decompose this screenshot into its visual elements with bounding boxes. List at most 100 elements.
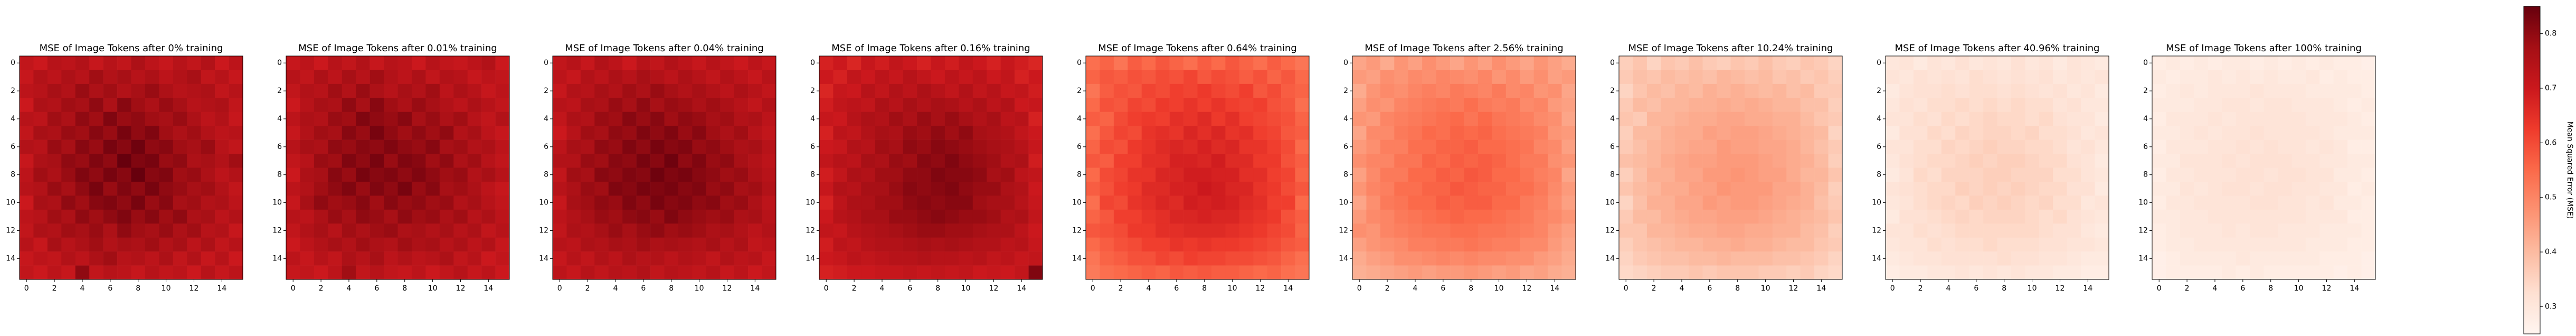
heatmap-cell <box>397 83 412 98</box>
heatmap-cell <box>2361 209 2376 224</box>
heatmap-cell <box>1436 98 1451 113</box>
heatmap-cell <box>1619 209 1633 224</box>
heatmap-cell <box>2277 56 2292 70</box>
heatmap-cell <box>1450 181 1464 196</box>
heatmap-cell <box>1927 209 1942 224</box>
heatmap-cell <box>1128 237 1142 252</box>
heatmap-cell <box>553 223 567 238</box>
heatmap-cell <box>439 181 454 196</box>
heatmap-cell <box>2166 181 2181 196</box>
heatmap-cell <box>1128 223 1142 238</box>
heatmap-cell <box>145 251 159 266</box>
heatmap-cell <box>201 83 215 98</box>
x-tick-label: 8 <box>136 284 140 293</box>
heatmap-cell <box>944 251 959 266</box>
heatmap-cell <box>201 111 215 126</box>
heatmap-cell <box>47 195 62 210</box>
heatmap-cell <box>1561 265 1576 280</box>
heatmap-cell <box>1253 111 1267 126</box>
heatmap-cell <box>1492 265 1507 280</box>
heatmap-cell <box>903 195 917 210</box>
heatmap-cell <box>734 56 749 70</box>
heatmap-cell <box>1183 237 1198 252</box>
heatmap-cell <box>833 167 848 182</box>
heatmap-cell <box>1548 126 1562 140</box>
heatmap-cell <box>944 126 959 140</box>
heatmap-cell <box>1520 167 1534 182</box>
heatmap-cell <box>1000 181 1015 196</box>
heatmap-cell <box>1730 181 1745 196</box>
heatmap-cell <box>1422 223 1436 238</box>
heatmap-cell <box>2152 83 2166 98</box>
heatmap-cell <box>342 139 356 154</box>
heatmap-cell <box>847 139 861 154</box>
heatmap-cell <box>1941 126 1956 140</box>
heatmap-cell <box>145 181 159 196</box>
heatmap-cell <box>1113 223 1128 238</box>
heatmap-cell <box>1633 70 1647 85</box>
heatmap-cell <box>2208 181 2222 196</box>
heatmap-cell <box>622 195 637 210</box>
heatmap-cell <box>678 56 693 70</box>
heatmap-cell <box>1674 167 1689 182</box>
axes-frame <box>2152 55 2376 280</box>
heatmap-cell <box>145 154 159 168</box>
heatmap-cell <box>2264 111 2278 126</box>
heatmap-cell <box>720 111 734 126</box>
heatmap-cell <box>1464 56 1479 70</box>
heatmap-cell <box>1113 181 1128 196</box>
heatmap-cell <box>33 195 48 210</box>
heatmap-cell <box>1100 167 1114 182</box>
y-tick-label: 8 <box>1610 171 1615 179</box>
y-tick-label: 2 <box>1877 87 1881 95</box>
heatmap-cell <box>1450 111 1464 126</box>
heatmap-cell <box>2222 167 2236 182</box>
x-tick-label: 2 <box>2185 284 2190 293</box>
heatmap-cell <box>1717 111 1731 126</box>
heatmap-cell <box>425 195 440 210</box>
heatmap-cell <box>495 251 510 266</box>
heatmap-cell <box>1520 83 1534 98</box>
y-tick-label: 0 <box>1077 59 1082 67</box>
heatmap-cell <box>944 70 959 85</box>
axes-frame <box>19 55 243 280</box>
heatmap-cell <box>594 126 609 140</box>
heatmap-cell <box>1394 98 1409 113</box>
heatmap-cell <box>1983 139 1997 154</box>
heatmap-cell <box>1253 209 1267 224</box>
heatmap-cell <box>1886 237 1900 252</box>
heatmap-cell <box>2361 223 2376 238</box>
heatmap-cell <box>47 265 62 280</box>
heatmap-cell <box>875 139 889 154</box>
heatmap-cell <box>2264 70 2278 85</box>
heatmap-cell <box>2025 209 2040 224</box>
heatmap-cell <box>1702 237 1717 252</box>
heatmap-cell <box>2025 139 2040 154</box>
heatmap-cell <box>453 126 468 140</box>
heatmap-cell <box>1113 83 1128 98</box>
heatmap-cell <box>2361 83 2376 98</box>
heatmap-cell <box>1197 195 1212 210</box>
heatmap-cell <box>1253 56 1267 70</box>
heatmap-cell <box>1927 237 1942 252</box>
heatmap-cell <box>1225 251 1240 266</box>
heatmap-cell <box>2208 167 2222 182</box>
heatmap-cell <box>411 70 426 85</box>
heatmap-cell <box>1128 195 1142 210</box>
heatmap-cell <box>1422 126 1436 140</box>
heatmap-cell <box>2319 139 2334 154</box>
heatmap-cell <box>1927 56 1942 70</box>
heatmap-cell <box>314 223 328 238</box>
heatmap-cell <box>159 139 174 154</box>
heatmap-cell <box>1633 209 1647 224</box>
heatmap-cell <box>2333 223 2348 238</box>
heatmap-cell <box>1113 251 1128 266</box>
colorbar-tick-label: 0.5 <box>2545 193 2556 202</box>
heatmap-cell <box>1408 139 1423 154</box>
heatmap-cell <box>1969 251 1984 266</box>
heatmap-cell <box>1702 126 1717 140</box>
heatmap-cell <box>314 181 328 196</box>
heatmap-cell <box>608 154 623 168</box>
heatmap-cell <box>1744 265 1759 280</box>
heatmap-cell <box>636 70 651 85</box>
